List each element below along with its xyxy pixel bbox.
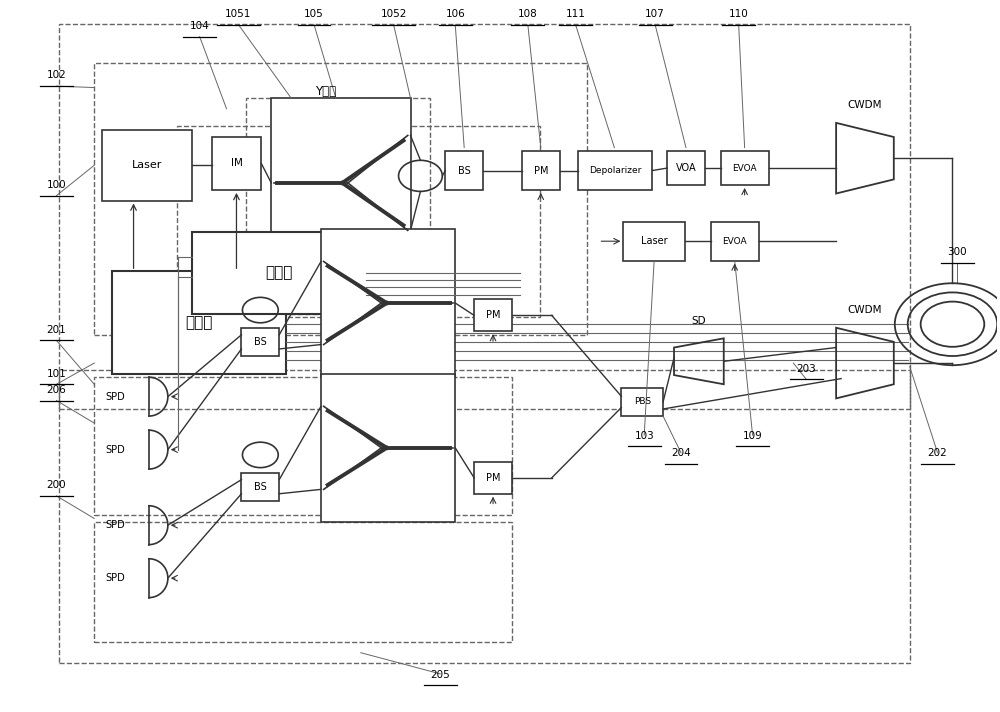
Text: CWDM: CWDM	[848, 305, 882, 315]
FancyBboxPatch shape	[578, 151, 652, 190]
Text: PM: PM	[534, 166, 548, 176]
Text: 200: 200	[47, 480, 66, 491]
Text: 107: 107	[645, 9, 665, 19]
Text: 111: 111	[566, 9, 586, 19]
Text: 204: 204	[671, 449, 691, 459]
Text: 105: 105	[304, 9, 324, 19]
FancyBboxPatch shape	[212, 137, 261, 190]
FancyBboxPatch shape	[241, 473, 279, 501]
FancyBboxPatch shape	[112, 271, 286, 374]
Text: 206: 206	[47, 385, 66, 395]
Text: Depolarizer: Depolarizer	[589, 166, 641, 175]
FancyBboxPatch shape	[321, 374, 455, 522]
Text: SPD: SPD	[105, 444, 125, 454]
Text: 103: 103	[634, 431, 654, 441]
Text: 205: 205	[430, 669, 450, 679]
Text: 102: 102	[47, 70, 66, 80]
Text: Laser: Laser	[641, 236, 667, 246]
FancyBboxPatch shape	[241, 328, 279, 356]
Text: PBS: PBS	[634, 397, 651, 407]
FancyBboxPatch shape	[102, 130, 192, 201]
Text: 1051: 1051	[225, 9, 252, 19]
Text: 109: 109	[743, 431, 762, 441]
Text: 203: 203	[796, 364, 816, 374]
Text: BS: BS	[458, 166, 471, 176]
Text: SD: SD	[692, 315, 706, 325]
Text: EVOA: EVOA	[732, 164, 757, 172]
Text: 驱动板: 驱动板	[185, 315, 213, 330]
Text: EVOA: EVOA	[722, 236, 747, 246]
FancyBboxPatch shape	[522, 151, 560, 190]
Text: SPD: SPD	[105, 392, 125, 402]
Text: 101: 101	[47, 369, 66, 379]
FancyBboxPatch shape	[271, 98, 411, 268]
FancyBboxPatch shape	[667, 151, 705, 185]
Text: 100: 100	[47, 180, 66, 190]
Text: PM: PM	[486, 473, 500, 483]
Text: 201: 201	[47, 325, 66, 335]
FancyBboxPatch shape	[192, 232, 366, 313]
FancyBboxPatch shape	[621, 388, 663, 416]
Text: BS: BS	[254, 482, 267, 492]
Text: IM: IM	[231, 159, 242, 169]
FancyBboxPatch shape	[474, 300, 512, 331]
Text: PM: PM	[486, 310, 500, 320]
Text: 300: 300	[948, 247, 967, 257]
Text: SPD: SPD	[105, 573, 125, 583]
FancyBboxPatch shape	[721, 151, 769, 185]
FancyBboxPatch shape	[623, 221, 685, 261]
FancyBboxPatch shape	[711, 221, 759, 261]
Text: 106: 106	[445, 9, 465, 19]
FancyBboxPatch shape	[445, 151, 483, 190]
Text: CWDM: CWDM	[848, 100, 882, 110]
Text: 110: 110	[729, 9, 749, 19]
FancyBboxPatch shape	[474, 462, 512, 493]
FancyBboxPatch shape	[321, 229, 455, 377]
Text: Y波导: Y波导	[315, 85, 337, 98]
Text: BS: BS	[254, 337, 267, 347]
Text: SPD: SPD	[105, 520, 125, 530]
Text: Laser: Laser	[132, 160, 162, 170]
Text: 108: 108	[518, 9, 538, 19]
Text: VOA: VOA	[676, 163, 696, 173]
Text: 104: 104	[190, 21, 210, 31]
Text: 驱动板: 驱动板	[265, 266, 292, 281]
Text: 202: 202	[928, 449, 947, 459]
Text: 1052: 1052	[380, 9, 407, 19]
